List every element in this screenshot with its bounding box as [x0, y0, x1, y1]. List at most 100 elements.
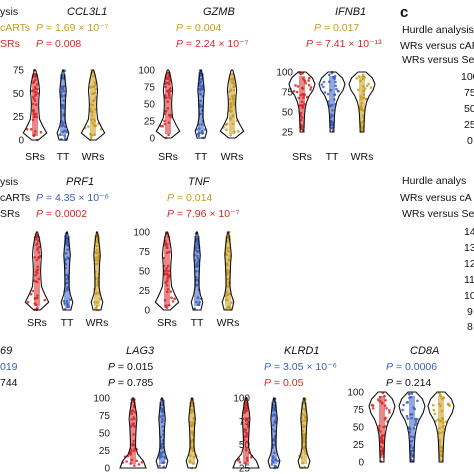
y-tick-label: 50 — [282, 108, 294, 119]
violin-outline — [398, 391, 426, 463]
data-point — [385, 407, 388, 410]
p-symbol: P — [386, 361, 394, 373]
data-point — [309, 86, 313, 89]
y-tick-label: 75 — [139, 247, 151, 258]
data-point — [29, 128, 33, 131]
right-block2-tick: 12 — [464, 258, 474, 270]
violin-core — [271, 402, 277, 464]
violin-core — [359, 76, 365, 128]
p-value-label: P = 0.0006 — [386, 361, 438, 373]
data-point — [65, 131, 69, 134]
p-value-label: P = 0.004 — [176, 22, 222, 34]
category-label: TT — [326, 151, 339, 163]
p-value-text: 1.69 × 10⁻⁷ — [54, 22, 109, 34]
left-fragment-ysis-2: ysis — [0, 176, 19, 188]
p-value-label: P = 0.785 — [108, 377, 154, 389]
p-symbol: P — [108, 361, 116, 373]
p-symbol: P — [386, 377, 394, 389]
violin-outline — [318, 71, 346, 133]
data-point — [406, 417, 410, 420]
gene-label: KLRD1 — [284, 345, 320, 357]
data-point — [173, 297, 176, 301]
p-value-text: 7.41 × 10⁻¹³ — [324, 38, 382, 50]
data-point — [432, 408, 436, 412]
violin-outline — [56, 69, 70, 141]
p-value-label: P = 1.69 × 10⁻⁷ — [36, 22, 109, 34]
data-point — [322, 80, 326, 84]
p-value-text: 0.017 — [332, 22, 360, 34]
gene-label: IFNB1 — [335, 6, 367, 18]
category-label: WRs — [82, 151, 105, 163]
data-point — [229, 133, 232, 137]
y-tick-label: 50 — [353, 423, 365, 434]
p-value-text: 0.015 — [126, 361, 154, 373]
violin-outline — [232, 397, 260, 469]
data-point — [440, 459, 444, 462]
gene-label: TNF — [188, 176, 210, 188]
violin-outline — [194, 69, 208, 139]
data-point — [276, 459, 280, 463]
violin-core — [32, 74, 38, 136]
y-tick-label: 75 — [144, 83, 156, 94]
violin-outline — [297, 397, 311, 469]
y-tick-label: 100 — [133, 228, 150, 239]
p-value-text: 3.05 × 10⁻⁶ — [282, 361, 337, 373]
y-tick-label: 0 — [104, 464, 110, 474]
category-label: SRs — [292, 151, 312, 163]
violin-outline — [80, 69, 106, 141]
y-tick-label: 25 — [13, 112, 25, 123]
p-value-label: P = 0.014 — [167, 192, 213, 204]
violin-core — [189, 402, 195, 464]
p-value-text: 7.96 × 10⁻⁷ — [185, 208, 240, 220]
p-value-label: P = 7.41 × 10⁻¹³ — [306, 38, 382, 50]
category-label: TT — [61, 317, 74, 329]
violin-outline — [154, 231, 180, 311]
y-tick-label: 0 — [144, 306, 150, 317]
p-value-label: P = 3.05 × 10⁻⁶ — [264, 361, 337, 373]
right-block1-tick: 50 — [464, 103, 474, 115]
data-point — [367, 82, 371, 86]
data-point — [369, 86, 373, 89]
violin-core — [329, 76, 335, 128]
violin-outline — [219, 69, 245, 139]
data-point — [371, 407, 375, 410]
category-label: WRs — [221, 151, 244, 163]
violin-outline — [155, 397, 169, 469]
gene-label: LAG3 — [126, 345, 155, 357]
y-tick-label: 75 — [99, 411, 111, 422]
data-point — [135, 459, 138, 463]
panel-letter-c: c — [400, 4, 409, 21]
p-value-text: 4.35 × 10⁻⁶ — [54, 192, 109, 204]
right-block2-tick: 13 — [464, 242, 474, 254]
data-point — [292, 89, 296, 93]
p-value-label: P = 7.96 × 10⁻⁷ — [167, 208, 240, 220]
right-block2-title: Hurdle analys — [402, 175, 467, 187]
data-point — [328, 73, 331, 77]
right-block2-tick: 10 — [464, 290, 474, 302]
violin-core — [90, 74, 96, 136]
p-symbol: P — [264, 377, 272, 389]
p-value-label: P = 0.017 — [314, 22, 360, 34]
data-point — [166, 71, 170, 75]
data-point — [401, 408, 405, 412]
p-symbol: P — [36, 208, 44, 220]
gene-label: CCL3L1 — [67, 6, 108, 18]
violin-outline — [185, 397, 199, 469]
violin-outline — [348, 71, 376, 133]
violin-core — [94, 236, 100, 306]
p-symbol: P — [108, 377, 116, 389]
data-point — [323, 91, 327, 94]
data-point — [133, 464, 136, 467]
p-value-label: P = 0.214 — [386, 377, 432, 389]
data-point — [250, 456, 253, 459]
right-block1-title: Hurdle analysis — [402, 24, 474, 36]
category-label: SRs — [157, 317, 177, 329]
y-tick-label: 100 — [276, 68, 293, 79]
violin-core — [34, 236, 40, 306]
right-block1-line1: WRs versus cAR — [400, 40, 474, 52]
right-block1-tick: 75 — [464, 87, 474, 99]
p-value-text: 0.785 — [126, 377, 154, 389]
right-block1-tick: 25 — [464, 119, 474, 131]
violin-outline — [368, 391, 396, 463]
